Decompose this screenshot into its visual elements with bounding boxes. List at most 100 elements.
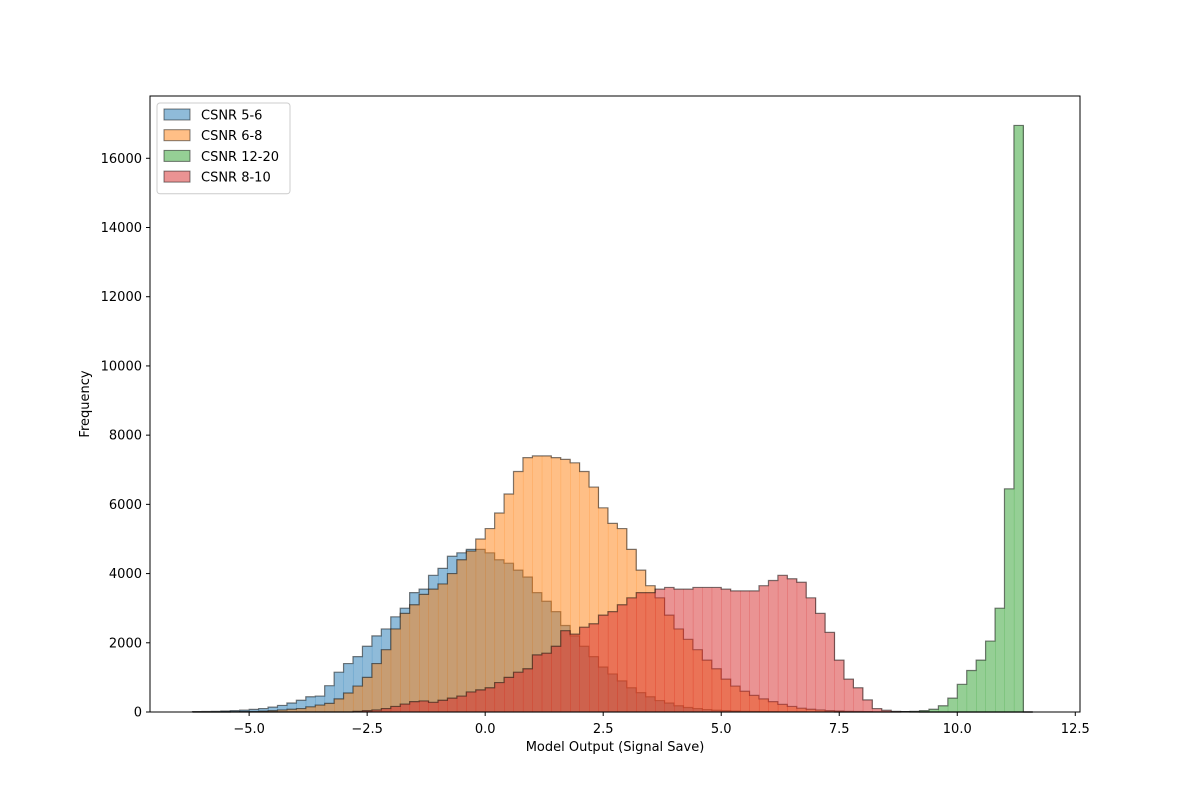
y-tick-label: 8000	[109, 429, 142, 444]
bar-csnr-8-10-43	[598, 615, 608, 712]
bar-csnr-8-10-70	[853, 688, 863, 712]
bar-csnr-8-10-68	[835, 660, 845, 712]
x-tick-label: −5.0	[233, 722, 265, 737]
bar-csnr-6-8-14	[325, 703, 335, 712]
bar-csnr-8-10-34	[514, 672, 524, 712]
bar-csnr-8-10-50	[665, 587, 675, 712]
bar-csnr-8-10-67	[825, 632, 835, 712]
bar-csnr-12-20-86	[1004, 489, 1014, 712]
legend: CSNR 5-6 CSNR 6-8 CSNR 12-20 CSNR 8-10	[157, 103, 290, 194]
bar-csnr-8-10-52	[683, 589, 693, 712]
bar-csnr-6-8-17	[353, 686, 363, 712]
bar-csnr-8-10-61	[768, 580, 778, 712]
x-tick-label: 2.5	[593, 722, 614, 737]
bar-csnr-8-10-41	[580, 627, 590, 712]
bar-csnr-6-8-18	[362, 677, 372, 712]
legend-swatch-csnr-6-8	[164, 130, 190, 141]
bar-csnr-8-10-35	[523, 669, 533, 712]
bar-csnr-6-8-15	[334, 699, 344, 712]
y-tick-label: 10000	[101, 359, 142, 374]
bar-csnr-6-8-30	[476, 539, 486, 712]
bar-csnr-8-10-55	[712, 587, 722, 712]
bar-csnr-8-10-32	[495, 683, 505, 712]
bar-csnr-12-20-85	[995, 608, 1005, 712]
bar-csnr-8-10-46	[627, 598, 637, 712]
bar-csnr-8-10-44	[608, 612, 618, 712]
bar-csnr-6-8-22	[400, 613, 410, 712]
bar-csnr-12-20-87	[1014, 125, 1024, 712]
bar-csnr-8-10-53	[693, 587, 703, 712]
bar-csnr-6-8-20	[381, 650, 391, 712]
bar-csnr-6-8-12	[306, 707, 316, 712]
y-tick-label: 2000	[109, 636, 142, 651]
y-tick-label: 0	[134, 706, 142, 721]
bar-csnr-8-10-31	[485, 688, 495, 712]
bar-csnr-6-8-28	[457, 560, 467, 712]
bar-csnr-8-10-26	[438, 700, 448, 712]
x-tick-label: 12.5	[1061, 722, 1090, 737]
bar-csnr-12-20-84	[986, 641, 996, 712]
x-tick-label: 7.5	[829, 722, 850, 737]
bar-csnr-8-10-51	[674, 589, 684, 712]
bar-csnr-6-8-31	[485, 529, 495, 712]
bar-csnr-8-10-33	[504, 677, 514, 712]
legend-label-csnr-5-6: CSNR 5-6	[201, 109, 262, 124]
bar-csnr-8-10-54	[702, 587, 712, 712]
bar-csnr-8-10-36	[532, 655, 542, 712]
y-tick-label: 4000	[109, 567, 142, 582]
bar-csnr-12-20-79	[938, 706, 948, 712]
x-tick-label: 0.0	[475, 722, 496, 737]
bar-csnr-8-10-25	[429, 702, 439, 712]
bar-csnr-8-10-42	[589, 624, 599, 712]
bar-csnr-6-8-23	[410, 605, 420, 712]
bar-csnr-8-10-65	[806, 598, 816, 712]
bar-csnr-8-10-23	[410, 702, 420, 712]
bar-csnr-8-10-45	[617, 605, 627, 712]
bar-csnr-8-10-57	[731, 591, 741, 712]
bar-csnr-8-10-63	[787, 579, 797, 712]
bar-csnr-12-20-81	[957, 684, 967, 712]
bar-csnr-8-10-66	[816, 613, 826, 712]
legend-label-csnr-6-8: CSNR 6-8	[201, 129, 262, 144]
bar-csnr-8-10-69	[844, 679, 854, 712]
bar-csnr-8-10-71	[863, 700, 873, 712]
bar-csnr-8-10-37	[542, 653, 552, 712]
bar-csnr-8-10-48	[646, 593, 656, 712]
y-tick-label: 14000	[101, 221, 142, 236]
bar-csnr-8-10-47	[636, 593, 646, 712]
bar-csnr-6-8-27	[447, 574, 457, 712]
bar-csnr-8-10-30	[476, 690, 486, 712]
bar-csnr-8-10-60	[759, 586, 769, 712]
bar-csnr-8-10-62	[778, 575, 788, 712]
legend-label-csnr-12-20: CSNR 12-20	[201, 150, 279, 165]
bar-csnr-6-8-16	[344, 693, 354, 712]
bar-csnr-8-10-21	[391, 706, 401, 712]
legend-label-csnr-8-10: CSNR 8-10	[201, 171, 271, 186]
bar-csnr-8-10-27	[447, 698, 457, 712]
bar-csnr-12-20-80	[948, 698, 958, 712]
x-axis-label: Model Output (Signal Save)	[526, 740, 705, 755]
y-axis-label: Frequency	[78, 370, 93, 437]
bar-csnr-6-8-13	[315, 705, 325, 712]
legend-swatch-csnr-5-6	[164, 109, 190, 120]
bar-csnr-8-10-59	[750, 591, 760, 712]
bar-csnr-8-10-29	[466, 692, 476, 712]
bar-csnr-8-10-28	[457, 696, 467, 712]
bar-csnr-8-10-39	[561, 631, 571, 712]
x-tick-label: 5.0	[711, 722, 732, 737]
bar-csnr-8-10-38	[551, 646, 561, 712]
bar-csnr-8-10-58	[740, 591, 750, 712]
y-tick-label: 12000	[101, 290, 142, 305]
bar-csnr-12-20-83	[976, 660, 986, 712]
legend-swatch-csnr-12-20	[164, 150, 190, 161]
y-tick-label: 6000	[109, 498, 142, 513]
bar-csnr-6-8-24	[419, 594, 429, 712]
bar-csnr-6-8-21	[391, 629, 401, 712]
bar-csnr-6-8-29	[466, 551, 476, 712]
bar-csnr-6-8-25	[429, 589, 439, 712]
bar-csnr-8-10-64	[797, 582, 807, 712]
y-tick-label: 16000	[101, 152, 142, 167]
x-tick-label: 10.0	[943, 722, 972, 737]
